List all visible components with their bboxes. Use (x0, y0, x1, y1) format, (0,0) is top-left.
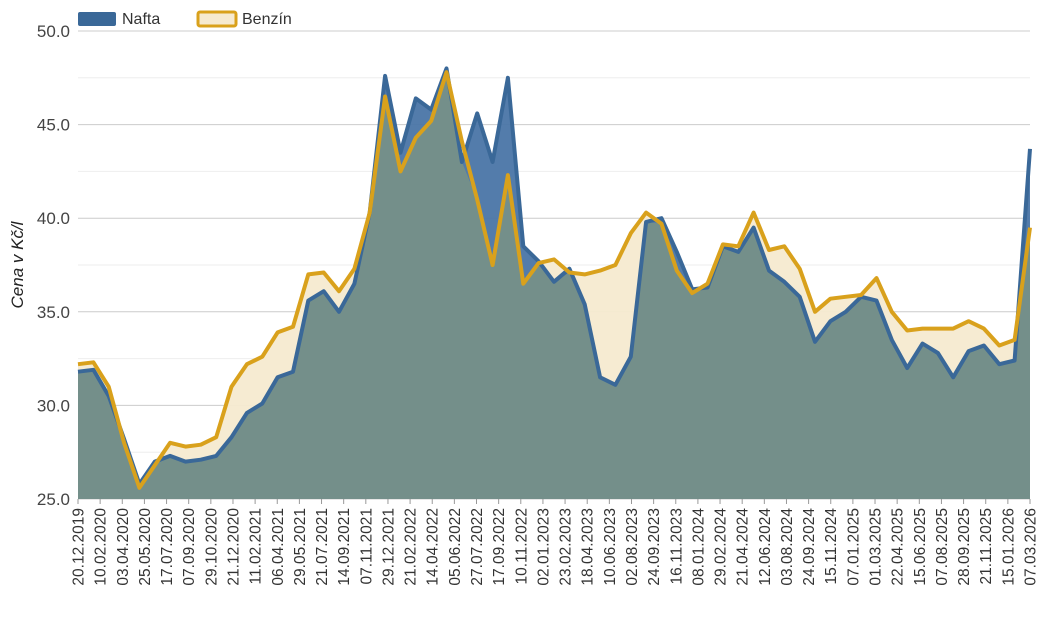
x-tick-label: 08.01.2024 (690, 508, 707, 586)
x-tick-label: 24.09.2024 (801, 508, 818, 586)
legend-label-nafta: Nafta (122, 11, 160, 28)
benzin-line (77, 70, 1032, 490)
x-tick-label: 05.06.2022 (447, 508, 464, 586)
x-tick-label: 18.04.2023 (580, 508, 597, 586)
x-tick-label: 07.01.2025 (845, 508, 862, 586)
x-tick-label: 15.06.2025 (912, 508, 929, 586)
y-tick-label: 45.0 (37, 116, 70, 135)
x-tick-label: 10.11.2022 (513, 508, 530, 584)
x-tick-label: 23.02.2023 (558, 508, 575, 586)
x-tick-label: 29.05.2021 (292, 508, 309, 586)
x-tick-label: 14.09.2021 (336, 508, 353, 586)
legend-swatch-nafta (78, 12, 116, 26)
x-tick-label: 02.08.2023 (624, 508, 641, 586)
y-tick-label: 40.0 (37, 209, 70, 228)
x-tick-label: 29.10.2020 (203, 508, 220, 586)
x-tick-label: 29.12.2021 (381, 508, 398, 586)
overlap-area (78, 72, 1030, 499)
x-tick-label: 21.11.2025 (978, 508, 995, 584)
legend: Nafta Benzín (78, 10, 292, 28)
legend-item-nafta[interactable]: Nafta (78, 11, 160, 28)
x-tick-label: 17.09.2022 (491, 508, 508, 586)
x-tick-label: 22.04.2025 (890, 508, 907, 586)
y-tick-label: 25.0 (37, 490, 70, 509)
x-tick-label: 17.07.2020 (159, 508, 176, 586)
x-tick-label: 25.05.2020 (137, 508, 154, 586)
x-tick-label: 01.03.2025 (868, 508, 885, 586)
legend-swatch-benzin (196, 10, 238, 28)
x-tick-label: 20.12.2019 (71, 508, 88, 586)
x-tick-label: 03.08.2024 (779, 508, 796, 586)
x-tick-label: 21.07.2021 (314, 508, 331, 586)
legend-label-benzin: Benzín (242, 11, 292, 28)
x-tick-label: 12.06.2024 (757, 508, 774, 586)
x-tick-label: 28.09.2025 (956, 508, 973, 586)
x-tick-label: 21.04.2024 (735, 508, 752, 586)
x-tick-label: 02.01.2023 (535, 508, 552, 586)
y-axis-ticks: 25.0 30.0 35.0 40.0 45.0 50.0 (37, 22, 70, 509)
y-tick-label: 35.0 (37, 303, 70, 322)
x-tick-label: 10.06.2023 (602, 508, 619, 586)
y-tick-label: 50.0 (37, 22, 70, 41)
nafta-line (77, 66, 1032, 486)
y-axis-title: Cena v Kč/l (8, 220, 27, 308)
x-tick-label: 15.01.2026 (1000, 508, 1017, 586)
y-tick-label: 30.0 (37, 396, 70, 415)
x-tick-label: 11.02.2021 (248, 508, 265, 584)
x-tick-label: 03.04.2020 (115, 508, 132, 586)
x-tick-label: 21.12.2020 (226, 508, 243, 586)
x-tick-label: 24.09.2023 (646, 508, 663, 586)
x-tick-label: 16.11.2023 (668, 508, 685, 584)
x-axis-ticks: 20.12.2019 10.02.2020 03.04.2020 25.05.2020… (71, 499, 1040, 586)
x-tick-label: 21.02.2022 (403, 508, 420, 586)
x-tick-label: 07.08.2025 (934, 508, 951, 586)
x-tick-label: 14.04.2022 (425, 508, 442, 586)
x-tick-label: 27.07.2022 (469, 508, 486, 586)
x-tick-label: 29.02.2024 (713, 508, 730, 586)
x-tick-label: 10.02.2020 (93, 508, 110, 586)
x-tick-label: 15.11.2024 (823, 508, 840, 585)
x-tick-label: 06.04.2021 (270, 508, 287, 586)
x-tick-label: 07.03.2026 (1023, 508, 1040, 586)
series-lines (77, 66, 1032, 490)
x-tick-label: 07.11.2021 (358, 508, 375, 584)
x-tick-label: 07.09.2020 (181, 508, 198, 586)
legend-item-benzin[interactable]: Benzín (196, 10, 292, 28)
